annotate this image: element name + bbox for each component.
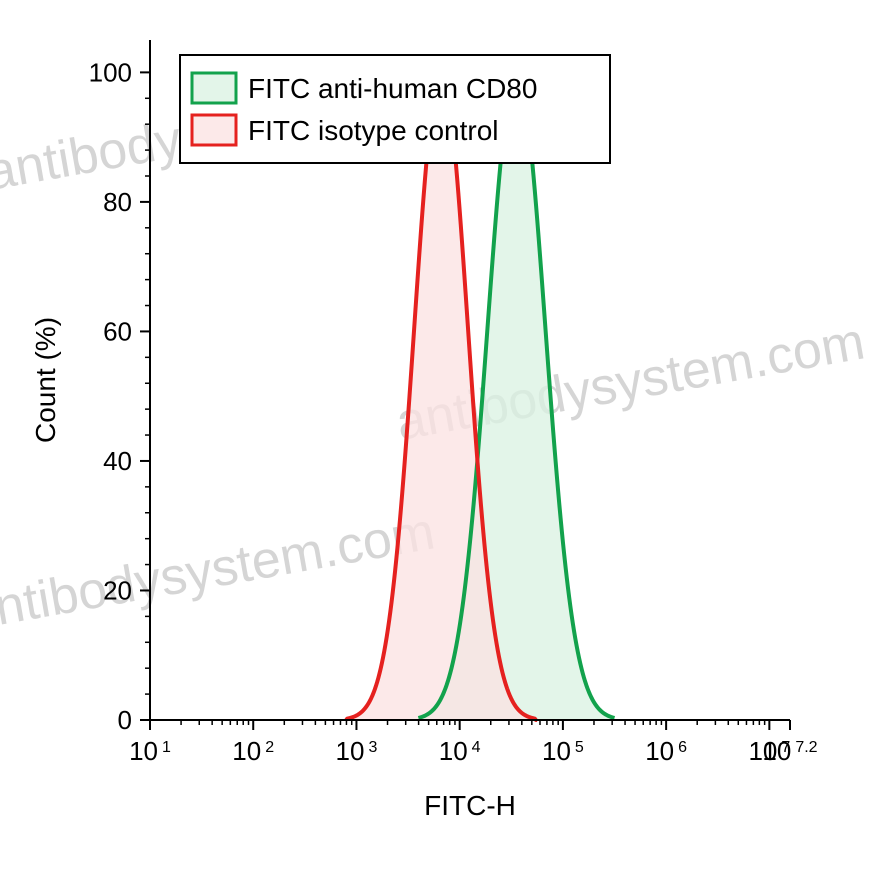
svg-text:FITC isotype control: FITC isotype control	[248, 115, 499, 146]
svg-text:20: 20	[103, 575, 132, 605]
chart-svg: antibodysystem.comantibodysystem.comanti…	[0, 0, 869, 878]
svg-text:Count (%): Count (%)	[30, 317, 61, 443]
svg-text:100: 100	[89, 57, 132, 87]
svg-text:60: 60	[103, 316, 132, 346]
svg-text:FITC anti-human CD80: FITC anti-human CD80	[248, 73, 537, 104]
flow-cytometry-chart: antibodysystem.comantibodysystem.comanti…	[0, 0, 869, 878]
svg-text:FITC-H: FITC-H	[424, 790, 516, 821]
svg-text:40: 40	[103, 446, 132, 476]
svg-text:80: 80	[103, 187, 132, 217]
svg-text:0: 0	[118, 705, 132, 735]
